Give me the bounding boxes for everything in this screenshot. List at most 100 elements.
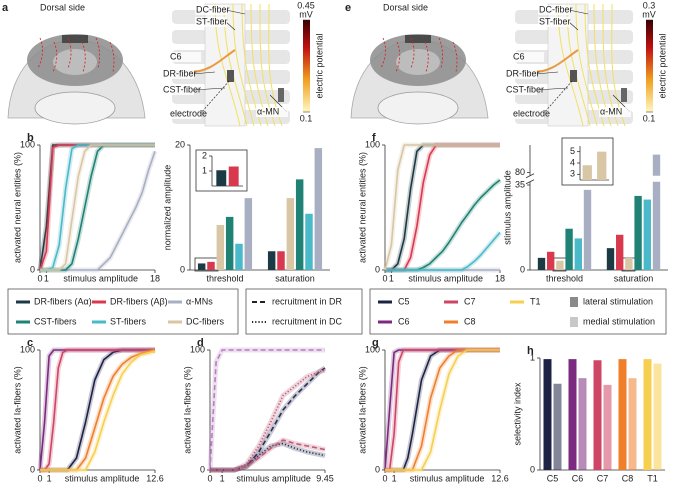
- anatomy-label: α-MN: [600, 106, 622, 116]
- colorbar-unit: mV: [642, 9, 656, 19]
- series-line: [210, 442, 326, 471]
- fiber-side: [575, 3, 598, 127]
- series-line: [210, 439, 326, 471]
- fiber-trace: [410, 37, 415, 69]
- break-mark: [525, 173, 535, 179]
- label-bg: [512, 52, 544, 62]
- anatomy-label: DC-fiber: [196, 4, 230, 14]
- leader-line: [568, 21, 579, 31]
- series-line: [40, 144, 155, 271]
- series-line: [385, 349, 500, 471]
- y-tick-label: 0: [530, 464, 535, 474]
- series-line: [40, 350, 156, 471]
- leader-line: [535, 87, 569, 91]
- legend-box: [245, 288, 363, 335]
- y-tick-label: 0: [375, 464, 380, 474]
- electrode: [405, 35, 431, 43]
- x-tick-label: 0: [382, 473, 387, 483]
- bar: [625, 257, 633, 270]
- panel-letter: d: [197, 337, 204, 349]
- leader-line: [192, 87, 226, 91]
- colorbar-tick-label: 0.45: [297, 0, 315, 10]
- y-tick-label: 100: [20, 139, 35, 149]
- leader-line: [225, 21, 236, 31]
- y-tick-label: 0: [30, 464, 35, 474]
- fiber-trace: [52, 41, 58, 73]
- label-bg: [195, 5, 227, 15]
- colorbar-tick-label: 0.1: [300, 113, 313, 123]
- x-tick-label: 12.6: [146, 473, 164, 483]
- y-tick-label: 35: [515, 179, 525, 189]
- x-axis-label: stimulus amplitude: [410, 473, 485, 483]
- panel-letter: e: [345, 2, 351, 14]
- label-bg: [505, 85, 537, 95]
- panel-letter: h: [527, 345, 534, 357]
- label-bg: [256, 107, 288, 117]
- y-axis-label: activated Ia-fibers (%): [182, 366, 192, 454]
- vertebral-body: [34, 91, 116, 125]
- anatomy-label: CST-fiber: [163, 84, 201, 94]
- leader-line: [225, 9, 246, 15]
- legend-label: ST-fibers: [110, 316, 147, 326]
- panel-letter: f: [372, 132, 376, 144]
- bar: [207, 261, 215, 270]
- label-bg: [162, 69, 194, 79]
- legend-label: C8: [464, 316, 476, 326]
- anatomy-label: ST-fiber: [539, 16, 571, 26]
- y-tick-label: 100: [365, 344, 380, 354]
- electrode-side: [570, 70, 577, 82]
- y-axis-label: stimulus amplitude: [502, 170, 512, 245]
- electrode-side: [227, 70, 234, 82]
- y-axis-label: normalized amplitude: [162, 165, 172, 251]
- bar: [553, 383, 562, 470]
- x-axis-label: stimulus amplitude: [65, 473, 140, 483]
- legend-label: DC-fibers: [186, 316, 225, 326]
- x-tick-label: C8: [622, 473, 634, 483]
- x-tick-label: 0: [207, 473, 212, 483]
- legend-box: [369, 288, 667, 335]
- y-tick-label: 100: [20, 344, 35, 354]
- label-bg: [599, 107, 631, 117]
- colorbar-tick-label: 0.1: [643, 113, 656, 123]
- bar: [556, 260, 564, 270]
- fiber-side: [232, 3, 255, 127]
- x-tick-label: 18: [495, 273, 505, 283]
- bar: [547, 251, 555, 270]
- legend-label: T1: [530, 296, 541, 306]
- series-line: [210, 367, 326, 471]
- x-tick-label: C5: [547, 473, 559, 483]
- bar: [543, 359, 552, 470]
- legend-label: medial stimulation: [583, 316, 655, 326]
- x-tick-label: T1: [647, 473, 658, 483]
- y-tick-label: 0: [30, 264, 35, 274]
- anatomy-label: C6: [513, 51, 525, 61]
- label-bg: [162, 85, 194, 95]
- bar: [574, 238, 582, 270]
- electrode: [62, 35, 88, 43]
- anatomy-label: C6: [170, 51, 182, 61]
- electrode-side: [621, 88, 627, 102]
- bar: [216, 170, 227, 186]
- bar: [643, 359, 652, 470]
- colorbar-unit: mV: [299, 9, 313, 19]
- legend-label: CST-fibers: [34, 316, 77, 326]
- bar: [628, 378, 637, 470]
- anatomy-label: ST-fiber: [196, 16, 228, 26]
- x-tick-label: threshold: [546, 273, 583, 283]
- label-bg: [169, 109, 201, 119]
- y-tick-label: 4: [570, 157, 575, 167]
- bar: [582, 165, 592, 180]
- colorbar: [303, 20, 310, 112]
- bar: [305, 213, 313, 270]
- bar: [634, 195, 642, 270]
- fiber-trace: [380, 37, 386, 69]
- y-axis-label: activated neural entities (%): [357, 152, 367, 263]
- break-mark: [525, 179, 535, 185]
- y-tick-label: 0: [375, 264, 380, 274]
- fiber-trace: [395, 41, 401, 73]
- bar: [277, 251, 285, 270]
- y-tick-label: 1: [202, 165, 207, 175]
- anatomy-label: DC-fiber: [539, 4, 573, 14]
- y-tick-label: 20: [175, 139, 185, 149]
- series-band: [385, 347, 500, 473]
